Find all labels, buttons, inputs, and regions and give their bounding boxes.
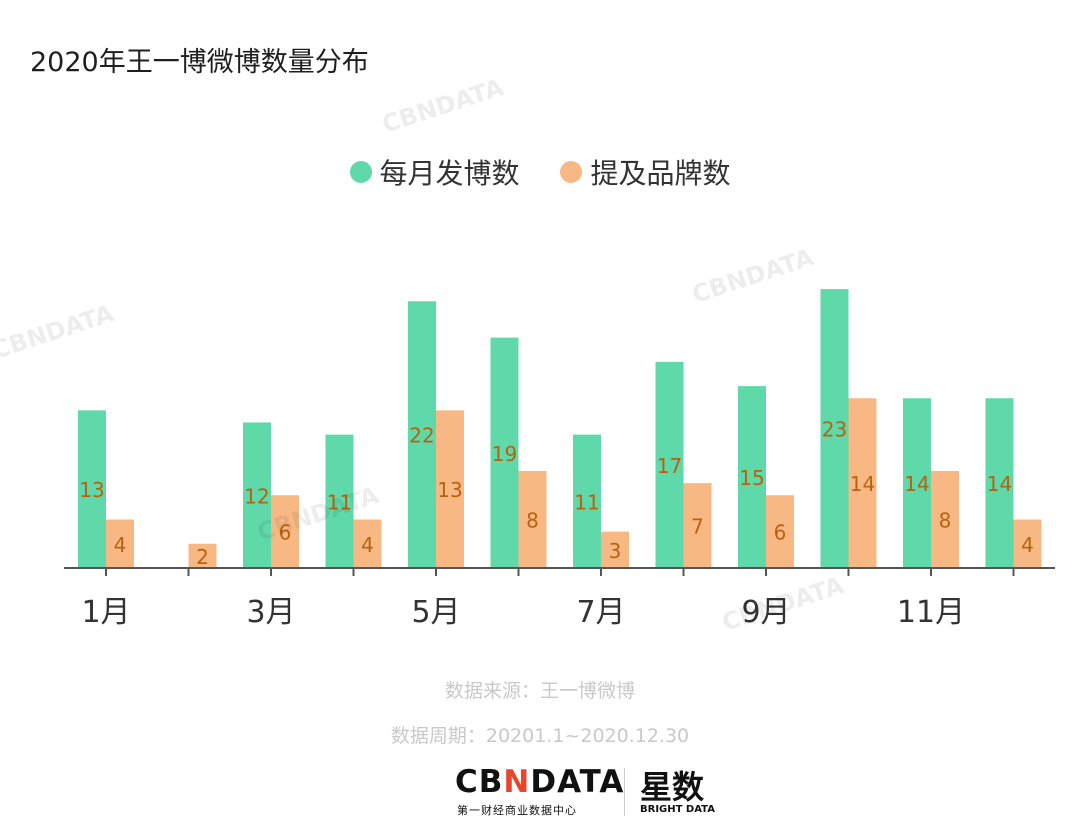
legend-item-posts: 每月发博数 [349,152,520,192]
chart-title: 2020年王一博微博数量分布 [30,47,369,78]
data-label-posts: 11 [327,490,352,514]
data-label-brands: 3 [609,539,622,563]
x-tick-label: 3月 [246,595,295,630]
bar-brands [518,471,547,568]
bar-posts [573,434,601,568]
data-label-posts: 13 [79,478,104,502]
legend-swatch-brands [560,161,583,183]
bar-posts [408,301,436,568]
bar-posts [243,422,271,568]
bar-posts [325,434,354,568]
logo-divider [624,768,625,816]
bar-brands [188,543,217,568]
bar-posts [655,361,684,568]
legend-item-brands: 提及品牌数 [560,152,730,192]
data-label-posts: 14 [904,472,929,496]
data-label-posts: 14 [987,472,1012,496]
bar-brands [436,410,464,568]
xingshu-logo: 星数 [640,768,705,806]
data-label-posts: 23 [822,418,847,442]
data-label-brands: 7 [691,515,704,539]
bar-chart: 13 4 1月 2 12 6 3月 11 4 22 13 5月 19 8 11 3 7月 17 7 15 6 9月 23 14… [64,289,1055,630]
data-label-brands: 6 [279,521,292,545]
data-source: 数据来源：王一博微博 [444,680,635,702]
bar-posts [78,410,106,568]
x-tick-label: 1月 [81,595,130,630]
legend-label-posts: 每月发博数 [379,157,520,190]
bar-brands [353,519,382,568]
data-label-brands: 4 [361,533,374,557]
bar-brands [683,483,712,568]
data-label-posts: 12 [244,484,269,508]
data-label-posts: 22 [409,424,434,448]
x-tick-label: 7月 [576,595,625,630]
cbndata-subtitle: 第一财经商业数据中心 [457,804,577,817]
data-label-brands: 2 [196,545,209,569]
bar-posts [903,398,931,568]
bar-brands [271,495,299,568]
bar-posts [820,289,849,568]
data-label-brands: 4 [114,533,127,557]
legend-label-brands: 提及品牌数 [590,157,731,190]
data-label-brands: 6 [774,521,787,545]
cbndata-logo: CBNDATA [455,764,625,800]
x-tick-label: 11月 [897,595,965,630]
bar-brands [931,471,959,568]
data-label-brands: 8 [526,509,539,533]
bar-posts [490,337,519,568]
legend-swatch-posts [349,161,372,183]
bar-brands [1013,519,1042,568]
data-label-brands: 13 [437,478,462,502]
data-label-brands: 4 [1021,533,1034,557]
data-label-brands: 8 [939,509,952,533]
bar-posts [738,386,766,568]
data-label-brands: 14 [850,472,875,496]
bar-brands [601,531,629,568]
data-period: 数据周期：20201.1~2020.12.30 [390,725,690,747]
legend: 每月发博数 提及品牌数 [0,152,1080,192]
data-label-posts: 17 [657,454,682,478]
x-tick-label: 9月 [741,595,790,630]
data-label-posts: 19 [492,442,517,466]
bar-brands [848,398,877,568]
bar-brands [766,495,794,568]
bar-posts [985,398,1014,568]
brand-logos: CBNDATA 第一财经商业数据中心 星数 BRIGHT DATA [0,764,1080,824]
xingshu-subtitle: BRIGHT DATA [640,804,715,815]
data-label-posts: 11 [574,490,599,514]
bar-brands [106,519,134,568]
x-tick-label: 5月 [411,595,460,630]
data-label-posts: 15 [739,466,764,490]
